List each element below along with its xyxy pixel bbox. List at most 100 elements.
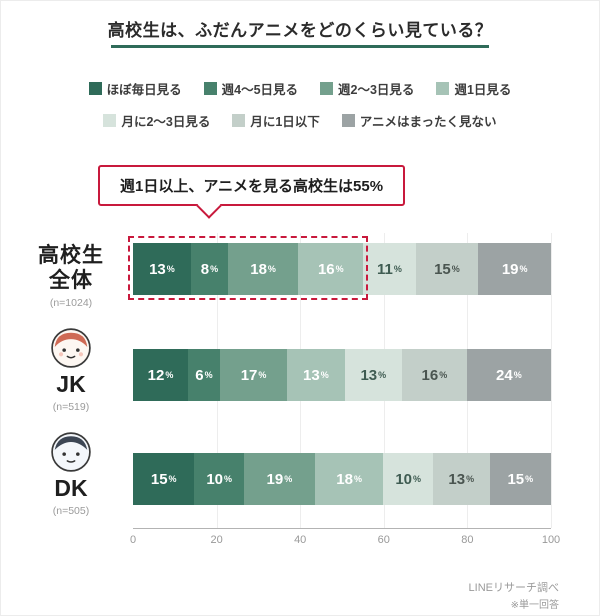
segment-percent-sign: % [320,369,329,380]
segment-value: 11 [377,260,393,278]
segment-value: 15 [150,470,168,488]
segment-value: 19 [501,260,519,278]
segment-value: 10 [395,470,413,488]
legend: ほぼ毎日見る 週4〜5日見る 週2〜3日見る 週1日見る月に2〜3日見る 月に1日以下 ア… [1,79,599,130]
annotation-text: 週1日以上、アニメを見る高校生は55% [120,178,384,195]
legend-item: 週1日見る [436,79,511,98]
row-label-dk: DK (n=505) [17,431,125,517]
row-label-all-text: 高校生 全体 [38,244,104,292]
jk-avatar-icon [50,327,92,369]
segment-percent-sign: % [519,263,528,274]
bar-segment: 8% [190,243,228,295]
segment-value: 17 [240,366,258,384]
legend-label: 月に1日以下 [250,115,320,129]
highlight-dashed-box [128,236,368,300]
segment-percent-sign: % [393,263,402,274]
bar-segment: 24% [466,349,552,401]
segment-value: 13 [149,260,166,278]
bar-segment: 18% [314,453,384,505]
segment-percent-sign: % [258,369,267,380]
legend-swatch [103,114,117,127]
segment-percent-sign: % [210,263,219,274]
segment-percent-sign: % [204,369,213,380]
segment-percent-sign: % [165,369,174,380]
bar-segment: 16% [298,243,364,295]
segment-value: 10 [206,470,224,488]
segment-percent-sign: % [513,369,522,380]
segment-value: 8 [200,260,210,278]
gridline [551,233,552,528]
bar-segment: 15% [415,243,479,295]
segment-percent-sign: % [284,473,293,484]
axis-tick-label: 20 [210,534,223,546]
segment-value: 6 [195,366,204,384]
legend-item: 月に1日以下 [232,111,320,130]
bar-segment: 11% [363,243,416,295]
bar-segment: 17% [219,349,288,401]
segment-value: 12 [147,366,165,384]
legend-item: ほぼ毎日見る [88,79,182,98]
axis-tick-label: 0 [129,534,137,546]
legend-swatch [88,82,102,95]
segment-percent-sign: % [525,473,534,484]
legend-swatch [341,114,355,127]
axis-tick-label: 40 [294,534,307,546]
segment-percent-sign: % [413,473,422,484]
legend-label: ほぼ毎日見る [106,83,182,97]
title-underline [111,45,489,48]
legend-swatch [203,82,217,95]
row-label-jk-text: JK [56,371,86,397]
segment-value: 15 [434,260,451,278]
row-sample-size: (n=519) [52,401,90,413]
axis-tick-label: 80 [461,534,474,546]
segment-percent-sign: % [451,263,460,274]
bar-row-jk: 12% 6% 17% 13% 13% 16% 24% [133,349,552,401]
callout-pointer-icon [196,193,222,219]
legend-label: 月に2〜3日見る [121,115,211,129]
legend-item: 週4〜5日見る [203,79,299,98]
row-sample-size: (n=505) [52,505,90,517]
axis-tick-label: 100 [541,534,561,546]
row-label-all: 高校生 全体 (n=1024) [17,244,125,309]
segment-percent-sign: % [224,473,233,484]
segment-value: 13 [360,366,378,384]
segment-value: 16 [317,260,335,278]
bar-segment: 6% [187,349,220,401]
segment-percent-sign: % [353,473,362,484]
segment-percent-sign: % [168,473,177,484]
bar-row-all: 13% 8% 18% 16% 11% 15% 19% [133,243,552,295]
segment-value: 24 [496,366,513,384]
legend-swatch [232,114,246,127]
segment-value: 19 [266,470,284,488]
segment-percent-sign: % [166,263,175,274]
legend-item: アニメはまったく見ない [341,111,497,130]
legend-swatch [320,82,334,95]
legend-label: 週4〜5日見る [221,83,299,97]
segment-value: 18 [336,470,353,488]
segment-percent-sign: % [466,473,475,484]
bar-segment: 12% [133,349,188,401]
legend-label: 週1日見る [454,83,512,97]
bar-segment: 18% [227,243,299,295]
plot-area: 13% 8% 18% 16% 11% 15% 19% 12% 6% 17% 13% 13% 16% 24… [133,233,552,529]
legend-item: 週2〜3日見る [320,79,414,98]
bar-row-dk: 15% 10% 19% 18% 10% 13% 15% [133,453,552,505]
bar-segment: 19% [478,243,552,295]
row-label-jk: JK (n=519) [17,327,125,413]
bar-segment: 13% [432,453,490,505]
legend-row: 月に2〜3日見る 月に1日以下 アニメはまったく見ない [103,111,497,130]
bar-segment: 19% [243,453,315,505]
legend-label: アニメはまったく見ない [359,115,497,129]
bar-segment: 10% [194,453,244,505]
bar-segment: 15% [489,453,552,505]
segment-value: 15 [507,470,525,488]
segment-percent-sign: % [378,369,387,380]
bar-segment: 15% [133,453,195,505]
segment-percent-sign: % [439,369,448,380]
segment-value: 13 [303,366,320,384]
bar-segment: 13% [287,349,345,401]
bar-segment: 10% [383,453,433,505]
row-label-dk-text: DK [54,475,88,501]
segment-value: 18 [250,260,267,278]
